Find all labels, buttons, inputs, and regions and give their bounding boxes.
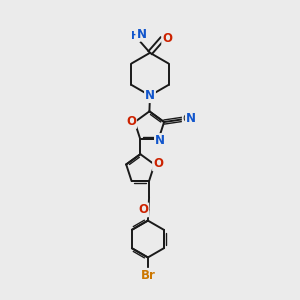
Text: C: C xyxy=(183,114,190,124)
Text: O: O xyxy=(153,158,163,170)
Text: N: N xyxy=(155,134,165,147)
Text: H: H xyxy=(131,31,140,41)
Text: O: O xyxy=(162,32,172,45)
Text: O: O xyxy=(126,115,136,128)
Text: N: N xyxy=(145,89,155,102)
Text: Br: Br xyxy=(140,269,155,282)
Text: N: N xyxy=(186,112,196,125)
Text: N: N xyxy=(136,28,146,40)
Text: O: O xyxy=(138,203,148,216)
